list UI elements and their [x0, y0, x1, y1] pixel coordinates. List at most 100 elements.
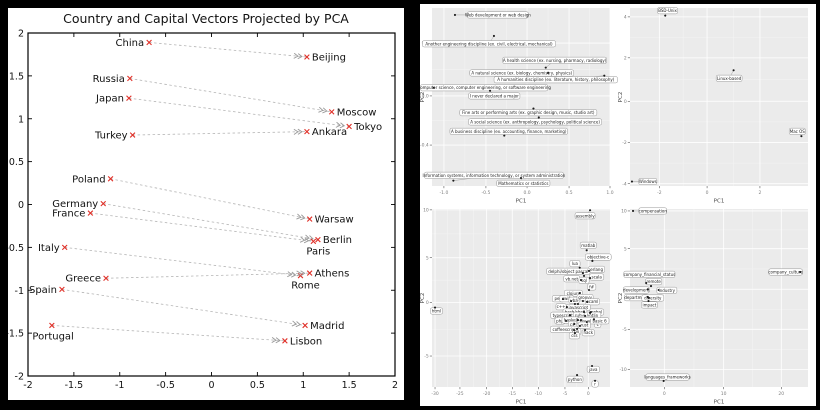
x-tick-label: 0.5	[565, 190, 572, 196]
y-tick-label: -5	[622, 327, 627, 333]
data-point-marker	[662, 379, 665, 382]
label-box	[424, 171, 564, 179]
y-tick-label: -0.5	[8, 243, 24, 254]
connector-line	[103, 203, 318, 241]
arrowhead-icon	[296, 213, 302, 220]
x-tick-label: 10	[721, 391, 727, 397]
data-point-marker	[593, 379, 597, 382]
y-tick-label: -2	[622, 140, 627, 146]
point-label: java	[588, 367, 598, 372]
point-label: matlab	[581, 243, 595, 248]
data-point-marker	[576, 319, 580, 322]
point-label: python	[568, 377, 582, 382]
y-axis-title: PC2	[618, 293, 624, 304]
label-box	[579, 241, 597, 249]
data-point-marker	[579, 278, 583, 282]
y-tick-label: 0.5	[9, 157, 24, 168]
arrowhead-icon	[296, 270, 302, 277]
data-point-marker	[432, 86, 435, 89]
point-label: company_culture	[768, 270, 803, 275]
y-tick-label: 1	[18, 114, 24, 125]
point-label: Web development or web design	[465, 12, 531, 17]
label-box	[589, 273, 604, 281]
label-box	[586, 365, 600, 373]
languages-panel: -30 -25 -20 -15 -10 -5 0 10 5 0 -5 PC1 PC2 assembly ma…	[420, 207, 612, 406]
y-tick-label: 5	[426, 255, 429, 261]
point-label: go	[574, 329, 580, 334]
x-axis-title: PC1	[714, 199, 725, 205]
x-marker-icon	[304, 128, 310, 135]
chart-title: Country and Capital Vectors Projected by…	[63, 11, 349, 26]
point-label: visual basic 6	[580, 318, 608, 323]
data-point-marker	[572, 328, 576, 332]
y-tick-label: 5	[624, 246, 627, 252]
y-tick-label: 0	[426, 300, 429, 306]
point-label: erlang	[590, 267, 603, 272]
point-label: hack	[584, 330, 594, 335]
x-marker-icon	[310, 238, 317, 245]
point-label: c++	[557, 304, 566, 309]
country-label: Italy	[38, 243, 60, 254]
job-factors-panel: 010201050-5-10PC1PC2compensationcompany_…	[618, 207, 808, 406]
x-tick-label: -25	[456, 391, 463, 397]
arrowhead-icon	[293, 128, 299, 135]
data-point-marker	[453, 13, 457, 16]
point-label: I never declared a major	[470, 93, 519, 98]
point-label: html	[432, 308, 441, 313]
point-label: impact	[643, 302, 657, 307]
arrowhead-icon	[295, 321, 301, 328]
label-box	[657, 7, 678, 15]
x-tick-label: 0	[663, 391, 666, 397]
label-box	[638, 207, 667, 215]
point-label: javascript	[568, 305, 589, 310]
pca-country-figure: Country and Capital Vectors Projected by…	[5, 8, 404, 400]
label-box	[577, 321, 591, 329]
data-point-marker	[519, 176, 523, 180]
point-label: rust	[580, 323, 588, 328]
label-box	[585, 253, 612, 261]
data-point-marker	[589, 209, 592, 212]
point-label: remote	[646, 279, 661, 284]
capital-label: Tokyo	[353, 122, 382, 133]
label-box	[623, 270, 676, 278]
connector-line	[61, 288, 306, 326]
arrowhead-icon	[322, 107, 328, 114]
label-box	[546, 267, 591, 275]
y-tick-label: 0	[624, 99, 627, 105]
data-point-marker	[587, 288, 591, 292]
capital-label: Beijing	[312, 53, 346, 64]
capital-label: Berlin	[323, 235, 352, 246]
point-label: c	[597, 322, 599, 327]
arrowhead-icon	[291, 271, 297, 278]
point-label: A business discipline (ex. accounting, f…	[451, 129, 567, 134]
x-tick-label: -30	[431, 391, 438, 397]
label-box	[502, 56, 607, 64]
y-tick-label: -2	[15, 372, 24, 383]
y-tick-label: 1.5	[9, 71, 24, 82]
point-label: A humanities discipline (ex. literature,…	[497, 77, 615, 82]
data-point-marker	[579, 319, 583, 322]
point-label: Windows	[639, 179, 657, 184]
data-point-marker	[561, 298, 565, 301]
data-point-marker	[664, 14, 667, 17]
y-axis-title: PC2	[420, 92, 426, 103]
point-label: ruby	[575, 313, 585, 318]
os-panel: -2 0 2 4 2 0 -2 -4 PC1 PC2 BSD-Unix Linux-based Mac …	[618, 7, 808, 205]
x-tick-label: -2	[23, 380, 32, 391]
y-tick-label: 10	[423, 207, 429, 213]
data-point-marker	[576, 327, 579, 331]
point-label: Mathematics or statistics	[498, 181, 548, 186]
data-point-marker	[573, 332, 576, 335]
panel-background	[630, 8, 808, 186]
x-marker-icon	[49, 322, 55, 329]
country-label: France	[52, 209, 85, 220]
point-label: industry	[659, 288, 676, 293]
x-marker-icon	[328, 109, 335, 115]
data-point-marker	[576, 374, 579, 377]
x-marker-icon	[61, 244, 68, 251]
x-tick-label: -0.5	[156, 380, 175, 391]
data-point-marker	[585, 249, 588, 252]
